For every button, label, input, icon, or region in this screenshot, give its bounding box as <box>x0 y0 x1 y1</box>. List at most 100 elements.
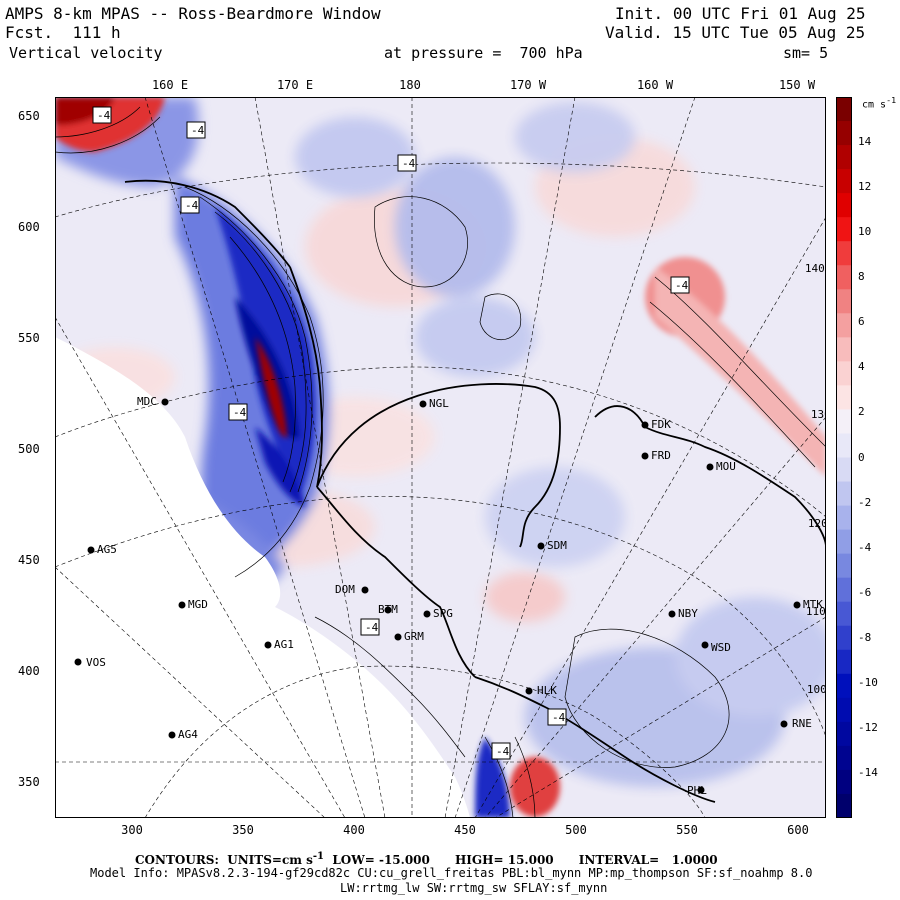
y-tick-label: 550 <box>18 331 40 345</box>
x-tick-label: 400 <box>343 823 365 837</box>
smoothing: sm= 5 <box>783 44 829 62</box>
units-label: UNITS=cm s <box>227 853 313 867</box>
colorbar-frame <box>836 97 852 818</box>
longitude-tick-label: 170 E <box>276 78 314 92</box>
pressure-value: 700 hPa <box>519 44 583 62</box>
pressure-label: at pressure = <box>384 44 502 62</box>
colorbar-swatch <box>836 385 852 410</box>
colorbar-label: -2 <box>858 495 872 509</box>
station-marker <box>419 400 427 408</box>
x-tick-label: 300 <box>121 823 143 837</box>
station-label: FDK <box>651 418 671 431</box>
colorbar-swatch <box>836 529 852 555</box>
colorbar-swatch <box>836 121 852 146</box>
colorbar-label: -10 <box>858 675 878 689</box>
colorbar-swatch <box>836 577 852 603</box>
colorbar-label: 0 <box>858 450 865 464</box>
field-name: Vertical velocity <box>9 44 163 62</box>
contour-label-9: -4 <box>496 745 510 758</box>
map-title: AMPS 8-km MPAS -- Ross-Beardmore Window <box>5 4 381 23</box>
y-tick-label: 450 <box>18 553 40 567</box>
colorbar-swatch <box>836 553 852 579</box>
contour-label-6: -4 <box>675 279 689 292</box>
y-tick-label: 500 <box>18 442 40 456</box>
colorbar-units-text: cm s <box>862 99 887 111</box>
colorbar-swatch <box>836 337 852 362</box>
station-marker <box>384 606 392 614</box>
interval-label: INTERVAL= <box>578 853 660 867</box>
colorbar-label: 6 <box>858 315 865 329</box>
station-marker <box>780 720 788 728</box>
station-marker <box>361 586 369 594</box>
colorbar-units: cm s-1 <box>862 95 896 110</box>
colorbar-swatch <box>836 649 852 675</box>
interval-value: 1.0000 <box>671 853 718 867</box>
station-label: SPG <box>433 607 453 620</box>
model-info-line-2: LW:rrtmg_lw SW:rrtmg_sw SFLAY:sf_mynn <box>340 881 608 895</box>
station-label: DOM <box>335 583 355 596</box>
station-label: AG5 <box>97 543 117 556</box>
inner-longitude-labels: 140 W 130 W 120 W 110 W 100 W W <box>805 262 826 696</box>
contour-label-1: -4 <box>97 109 111 122</box>
station-label: FRD <box>651 449 671 462</box>
station-label: NBY <box>678 607 698 620</box>
station-marker <box>178 601 186 609</box>
station-label: MOU <box>716 460 736 473</box>
station-marker <box>697 786 705 794</box>
init-value: 00 UTC Fri 01 Aug 25 <box>672 4 866 23</box>
valid-time: Valid. 15 UTC Tue 05 Aug 25 <box>605 24 865 42</box>
colorbar-label: 12 <box>858 180 872 194</box>
colorbar-swatch <box>836 721 852 747</box>
station-marker <box>641 452 649 460</box>
colorbar-swatch <box>836 769 852 795</box>
station-marker <box>74 658 82 666</box>
colorbar-swatch <box>836 313 852 338</box>
strong-ascent-areas <box>55 97 826 817</box>
colorbar-label: -8 <box>858 630 872 644</box>
colorbar-label: 2 <box>858 405 865 419</box>
colorbar-label: -12 <box>858 720 878 734</box>
station-label: VOS <box>86 656 106 669</box>
station-label: BTM <box>378 603 398 616</box>
low-value: -15.000 <box>378 853 430 867</box>
y-tick-label: 600 <box>18 220 40 234</box>
coastline <box>124 179 826 803</box>
station-label: PHL <box>687 784 707 797</box>
contour-labels: -4 -4 -4 -4 -4 -4 -4 -4 -4 <box>92 106 690 760</box>
units-exp: -1 <box>312 851 324 862</box>
contour-label-7: -4 <box>365 621 379 634</box>
vertical-velocity-map: -4 -4 -4 -4 -4 -4 -4 -4 -4 140 W 130 W 1… <box>55 97 826 818</box>
contour-label-4: -4 <box>402 157 416 170</box>
station-label: AG1 <box>274 638 294 651</box>
colorbar-label: -4 <box>858 540 872 554</box>
colorbar-swatch <box>836 505 852 531</box>
lon-100w: 100 W <box>807 683 826 696</box>
station-label: GRM <box>404 630 424 643</box>
colorbar-swatch <box>836 457 852 483</box>
station-label: HLK <box>537 684 557 697</box>
colorbar-swatch <box>836 289 852 314</box>
y-tick-label: 650 <box>18 109 40 123</box>
contour-label-2: -4 <box>191 124 205 137</box>
colorbar-label: -14 <box>858 765 878 779</box>
station-marker <box>641 421 649 429</box>
station-marker <box>668 610 676 618</box>
colorbar-units-exp: -1 <box>886 95 897 105</box>
fcst-value: 111 h <box>72 23 121 42</box>
station-marker <box>525 687 533 695</box>
station-label: NGL <box>429 397 449 410</box>
lon-130w: 130 W <box>811 408 826 421</box>
weak-descent-areas <box>295 102 826 787</box>
colorbar-swatch <box>836 241 852 266</box>
map-frame <box>55 97 826 818</box>
x-tick-label: 500 <box>565 823 587 837</box>
colorbar <box>836 97 852 818</box>
station-label: MGD <box>188 598 208 611</box>
y-tick-label: 350 <box>18 775 40 789</box>
colorbar-swatch <box>836 745 852 771</box>
colorbar-swatch <box>836 97 852 122</box>
fcst-label: Fcst. <box>5 23 54 42</box>
colorbar-swatch <box>836 433 852 458</box>
station-label: SDM <box>547 539 567 552</box>
x-tick-label: 450 <box>454 823 476 837</box>
